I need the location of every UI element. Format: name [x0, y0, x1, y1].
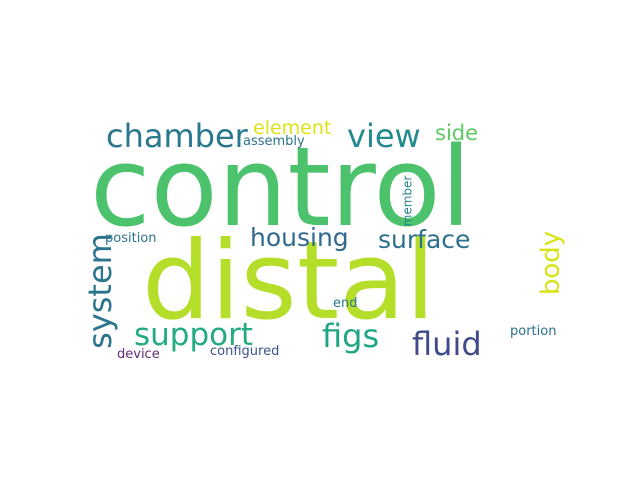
- word-end: end: [333, 297, 358, 310]
- word-surface: surface: [378, 227, 470, 252]
- word-housing: housing: [250, 225, 349, 250]
- word-position: position: [105, 232, 157, 245]
- word-view: view: [347, 120, 421, 152]
- word-fluid: fluid: [412, 328, 482, 360]
- word-system: system: [84, 233, 116, 349]
- word-side: side: [435, 123, 478, 144]
- word-member: member: [401, 176, 413, 227]
- word-device: device: [117, 348, 160, 361]
- word-chamber: chamber: [106, 120, 248, 152]
- word-configured: configured: [210, 345, 279, 358]
- word-assembly: assembly: [243, 135, 305, 148]
- word-body: body: [538, 231, 564, 295]
- word-portion: portion: [510, 325, 556, 338]
- word-figs: figs: [322, 320, 379, 352]
